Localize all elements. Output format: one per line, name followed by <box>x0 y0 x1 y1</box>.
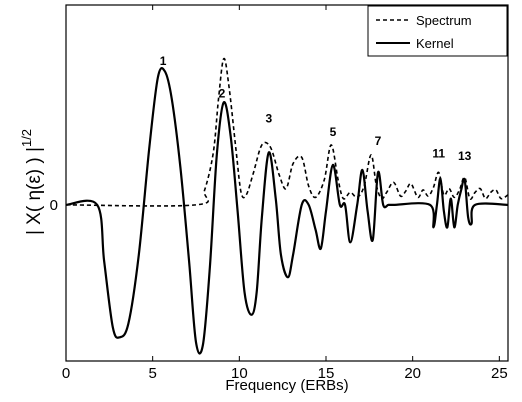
peak-label: 2 <box>219 86 226 100</box>
x-tick-label: 10 <box>231 365 248 382</box>
y-axis-label-exponent: 1/2 <box>19 129 34 147</box>
ticks-layer: 0 5 10 15 20 250 <box>50 5 508 382</box>
peak-label: 5 <box>330 125 337 139</box>
series-line-kernel <box>65 67 509 355</box>
x-tick-label: 0 <box>62 365 70 382</box>
x-tick-label: 25 <box>491 365 508 382</box>
peak-label: 1 <box>160 54 167 68</box>
peak-label: 7 <box>375 134 382 148</box>
plot-frame <box>65 4 509 362</box>
y-axis-label: | X( η(ε) ) | <box>24 147 45 235</box>
peak-labels-layer: 1 2 3 5 7 11 13 <box>160 54 472 163</box>
legend-box <box>367 5 508 57</box>
x-tick-label: 15 <box>318 365 335 382</box>
peak-label: 3 <box>265 111 272 125</box>
x-tick-label: 5 <box>148 365 156 382</box>
series-layer <box>65 57 509 355</box>
legend-label-kernel: Kernel <box>416 36 454 51</box>
y-axis-label-group: | X( η(ε) ) |1/2 <box>19 129 45 235</box>
peak-label: 13 <box>458 149 472 163</box>
y-tick-label: 0 <box>50 197 58 214</box>
svg-text:| X( η(ε) ) |1/2: | X( η(ε) ) |1/2 <box>19 129 45 235</box>
peak-label: 11 <box>432 146 445 160</box>
legend-label-spectrum: Spectrum <box>416 13 472 28</box>
x-tick-label: 20 <box>404 365 421 382</box>
x-axis-label: Frequency (ERBs) <box>225 377 348 394</box>
legend: Spectrum Kernel <box>367 5 508 57</box>
